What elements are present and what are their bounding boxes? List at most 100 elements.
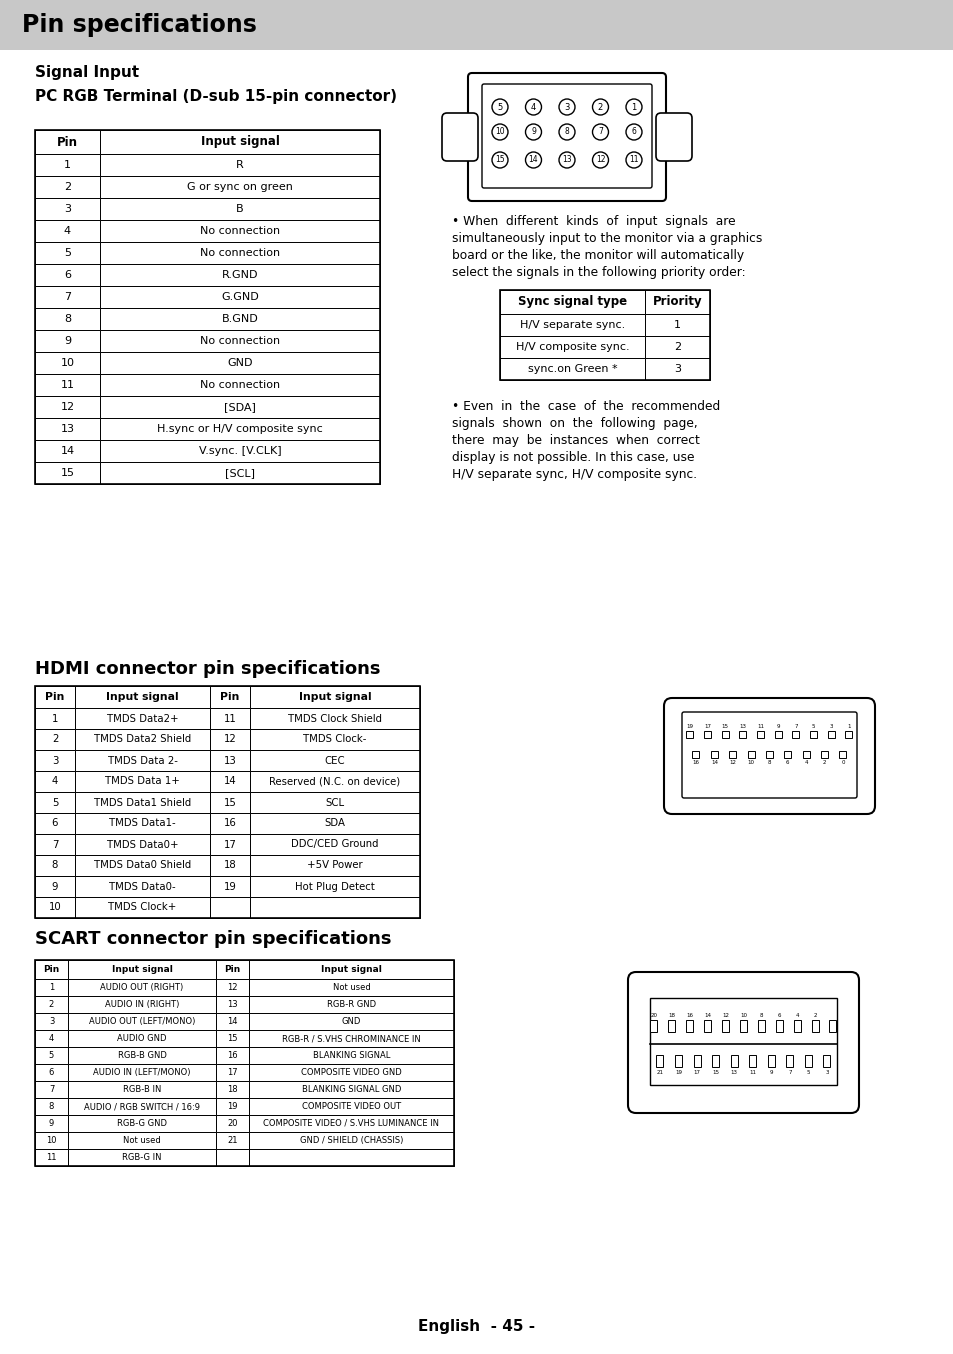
Text: 8: 8 [64,314,71,324]
Bar [100,462,379,483]
Text: 4: 4 [49,1034,54,1043]
Text: 15: 15 [223,798,236,807]
Bar [35,330,100,352]
Text: AUDIO OUT (RIGHT): AUDIO OUT (RIGHT) [100,983,183,992]
Bar [68,960,215,979]
Bar [35,854,75,876]
Bar [35,1098,68,1114]
Bar [35,1064,68,1080]
Text: simultaneously input to the monitor via a graphics: simultaneously input to the monitor via … [452,232,761,245]
Bar [210,792,250,812]
Bar [215,1098,249,1114]
Text: G.GND: G.GND [221,292,258,302]
Text: 16: 16 [692,760,699,765]
Bar [811,1020,818,1032]
Bar [249,1098,454,1114]
Text: 13: 13 [223,756,236,765]
Text: 1: 1 [51,714,58,723]
Bar [68,1030,215,1047]
Text: 6: 6 [49,1068,54,1076]
FancyBboxPatch shape [681,712,856,798]
Text: RGB-G IN: RGB-G IN [122,1154,162,1162]
Text: R.GND: R.GND [221,269,258,280]
Text: 16: 16 [227,1051,237,1060]
Bar [35,418,100,440]
Bar [250,770,419,792]
Bar [215,979,249,997]
Text: RGB-R / S.VHS CHROMINANCE IN: RGB-R / S.VHS CHROMINANCE IN [282,1034,420,1043]
Text: 6: 6 [777,1013,781,1018]
Text: 18: 18 [668,1013,675,1018]
Bar [721,731,728,738]
Bar [35,1150,68,1166]
Text: signals  shown  on  the  following  page,: signals shown on the following page, [452,417,697,431]
Bar [35,708,75,728]
Text: 8: 8 [767,760,770,765]
Text: 15: 15 [495,156,504,164]
Bar [75,854,210,876]
Text: Pin: Pin [224,965,240,974]
Bar [249,1013,454,1030]
Bar [100,440,379,462]
Bar [250,686,419,708]
Bar [215,1047,249,1064]
Bar [250,708,419,728]
Bar [210,750,250,770]
FancyBboxPatch shape [441,112,477,161]
Bar [804,1055,811,1067]
Bar [35,750,75,770]
Bar [75,876,210,896]
Bar [675,1055,681,1067]
Text: DDC/CED Ground: DDC/CED Ground [291,839,378,849]
Bar [35,1114,68,1132]
Bar [35,979,68,997]
Text: 10: 10 [495,127,504,137]
Text: No connection: No connection [200,226,280,236]
Text: +5V Power: +5V Power [307,861,362,871]
Text: GND / SHIELD (CHASSIS): GND / SHIELD (CHASSIS) [299,1136,403,1145]
Text: 13: 13 [227,1001,237,1009]
Text: 14: 14 [223,776,236,787]
Bar [792,731,799,738]
Text: COMPOSITE VIDEO OUT: COMPOSITE VIDEO OUT [301,1102,400,1112]
Bar [35,242,100,264]
Bar [35,960,454,1166]
Text: 20: 20 [227,1118,237,1128]
Bar [730,1055,737,1067]
Bar [100,330,379,352]
Bar [35,1132,68,1150]
Bar [75,896,210,918]
Bar [215,960,249,979]
Text: 10: 10 [740,1013,746,1018]
Text: RGB-B GND: RGB-B GND [117,1051,166,1060]
Bar [35,154,100,176]
Text: 9: 9 [64,336,71,347]
Text: H.sync or H/V composite sync: H.sync or H/V composite sync [157,424,322,435]
Bar [35,307,100,330]
Text: Pin: Pin [43,965,59,974]
Text: 14: 14 [703,1013,710,1018]
Bar [249,1047,454,1064]
Bar [35,728,75,750]
Text: Pin: Pin [57,135,78,149]
Bar [100,176,379,198]
Bar [210,876,250,896]
Text: • When  different  kinds  of  input  signals  are: • When different kinds of input signals … [452,215,735,227]
Text: AUDIO IN (LEFT/MONO): AUDIO IN (LEFT/MONO) [93,1068,191,1076]
Bar [785,1055,793,1067]
Text: R: R [236,160,244,171]
Bar [35,876,75,896]
Text: 5: 5 [806,1070,809,1075]
Bar [35,834,75,854]
Bar [703,731,710,738]
Text: 17: 17 [693,1070,700,1075]
Text: 1: 1 [64,160,71,171]
Text: Pin specifications: Pin specifications [22,14,256,37]
Bar [499,357,644,380]
Bar [100,130,379,154]
Bar [35,264,100,286]
Bar [249,1132,454,1150]
Text: 18: 18 [227,1085,237,1094]
Text: 12: 12 [227,983,237,992]
Bar [215,1132,249,1150]
